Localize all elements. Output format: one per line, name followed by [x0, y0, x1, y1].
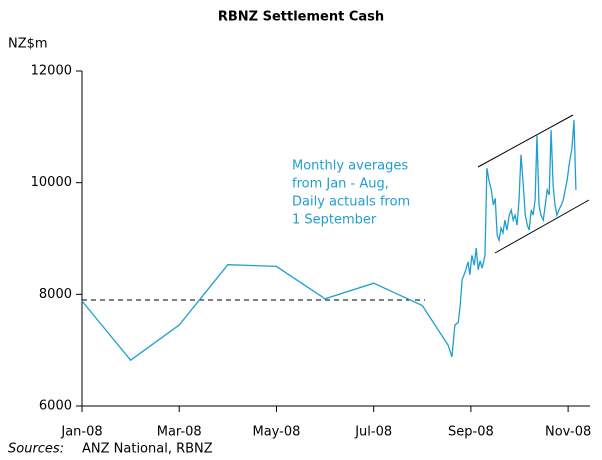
source-label: Sources:	[8, 442, 64, 457]
y-tick-label: 10000	[31, 175, 72, 190]
annotation-line: from Jan - Aug,	[292, 177, 389, 192]
chart-title: RBNZ Settlement Cash	[218, 10, 384, 25]
channel-line	[477, 114, 574, 168]
source-text: ANZ National, RBNZ	[82, 442, 213, 457]
x-tick-label: Mar-08	[157, 425, 202, 440]
x-tick-label: Sep-08	[448, 425, 494, 440]
annotation-line: 1 September	[292, 213, 377, 228]
y-tick-label: 12000	[31, 64, 72, 79]
x-tick-label: Jan-08	[60, 425, 102, 440]
data-line	[81, 120, 577, 362]
annotation: Monthly averages from Jan - Aug, Daily a…	[292, 159, 410, 228]
y-axis-label: NZ$m	[8, 37, 48, 52]
x-tick-label: Nov-08	[545, 425, 591, 440]
x-tick-label: May-08	[253, 425, 301, 440]
y-tick-label: 6000	[39, 399, 72, 414]
annotation-line: Monthly averages	[292, 159, 408, 174]
y-tick-label: 8000	[39, 287, 72, 302]
channel-line	[494, 199, 590, 254]
annotation-line: Daily actuals from	[292, 195, 410, 210]
x-tick-label: Jul-08	[354, 425, 392, 440]
